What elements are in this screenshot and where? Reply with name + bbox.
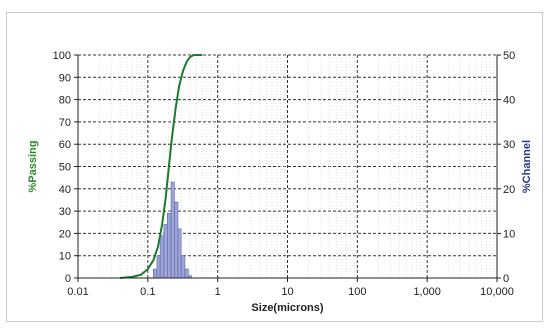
y-left-tick-label: 20 — [59, 228, 71, 240]
x-tick-label: 100 — [348, 286, 366, 298]
channel-bar — [166, 213, 172, 279]
x-tick-label: 0.1 — [140, 286, 155, 298]
y-right-tick-label: 50 — [503, 50, 515, 62]
channel-bar — [177, 228, 182, 279]
channel-bar — [159, 235, 165, 279]
y-left-tick-label: 50 — [59, 162, 71, 174]
channel-bar — [180, 255, 186, 279]
y-right-tick-label: 10 — [503, 228, 515, 240]
y-left-tick-label: 40 — [59, 184, 71, 196]
y-left-tick-label: 100 — [53, 50, 71, 62]
y-right-axis-title: %Channel — [521, 140, 533, 193]
x-tick-label: 1 — [215, 286, 221, 298]
y-left-tick-label: 30 — [59, 206, 71, 218]
channel-bar — [170, 181, 175, 279]
x-axis-title: Size(microns) — [251, 302, 323, 314]
y-left-tick-labels: 0 10 20 30 40 50 60 70 80 90 100 — [53, 50, 71, 285]
y-right-tick-labels: 0 10 20 30 40 50 — [503, 50, 515, 285]
channel-bar — [156, 255, 161, 279]
y-right-tick-label: 20 — [503, 184, 515, 196]
y-left-tick-label: 70 — [59, 117, 71, 129]
passing-curve — [119, 54, 203, 279]
y-right-tick-label: 0 — [503, 273, 509, 285]
y-left-tick-label: 80 — [59, 95, 71, 107]
y-left-tick-label: 0 — [65, 273, 71, 285]
x-tick-label: 0.01 — [67, 286, 88, 298]
channel-bar — [174, 201, 179, 279]
x-tick-labels: 0.01 0.1 1 10 100 1,000 10,000 — [67, 286, 514, 298]
channel-bar — [184, 268, 189, 279]
x-tick-label: 10 — [281, 286, 293, 298]
channel-bar — [153, 268, 158, 279]
grid-lines — [78, 54, 498, 278]
y-left-axis-title: %Passing — [27, 141, 39, 193]
channel-bars — [153, 181, 193, 279]
x-tick-label: 1,000 — [413, 286, 441, 298]
y-left-tick-label: 60 — [59, 139, 71, 151]
axes — [74, 54, 501, 282]
channel-bar — [163, 224, 168, 279]
y-left-tick-label: 10 — [59, 251, 71, 263]
y-right-tick-label: 30 — [503, 139, 515, 151]
x-tick-label: 10,000 — [480, 286, 514, 298]
y-left-tick-label: 90 — [59, 72, 71, 84]
y-right-tick-label: 40 — [503, 95, 515, 107]
